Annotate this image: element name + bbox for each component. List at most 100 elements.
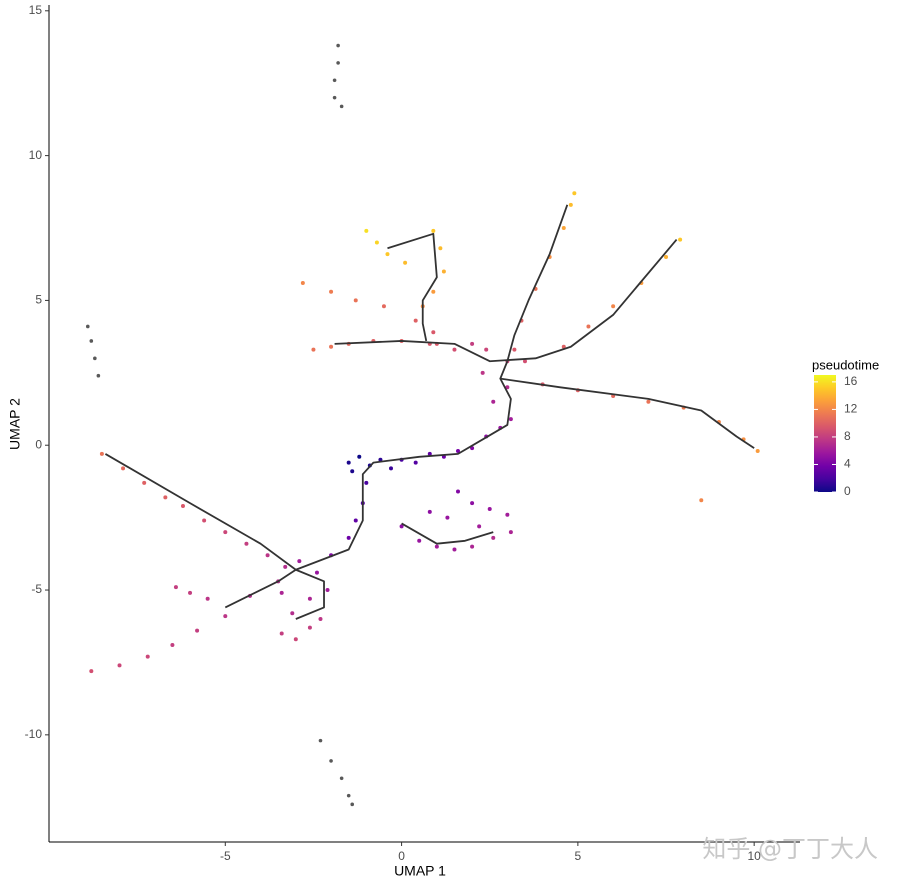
point: [180, 504, 185, 509]
colorbar: [814, 375, 836, 492]
point: [357, 454, 362, 459]
na-point: [93, 356, 97, 361]
trajectory-line: [500, 377, 755, 449]
trajectory-line: [224, 569, 297, 609]
colorbar-tick-label: 12: [844, 402, 858, 416]
x-tick-label: 5: [575, 849, 582, 863]
x-axis-title: UMAP 1: [394, 863, 446, 879]
point: [484, 347, 489, 352]
point: [325, 588, 330, 593]
point: [117, 663, 122, 668]
point: [755, 449, 760, 454]
point: [307, 596, 312, 601]
point: [427, 509, 432, 514]
point: [586, 324, 591, 329]
point: [664, 254, 669, 259]
point: [491, 399, 496, 404]
x-tick-label: -5: [220, 849, 231, 863]
point: [452, 347, 457, 352]
point: [145, 654, 150, 659]
point: [455, 489, 460, 494]
point: [399, 524, 404, 529]
point: [427, 451, 432, 456]
point: [223, 530, 228, 535]
y-tick-label: 0: [35, 437, 42, 451]
point: [89, 669, 94, 674]
point: [290, 611, 295, 616]
point: [297, 559, 302, 564]
na-point: [346, 793, 351, 798]
point: [188, 590, 193, 595]
point: [195, 628, 200, 633]
y-tick-label: 15: [29, 3, 43, 17]
point: [121, 466, 126, 471]
point: [311, 347, 316, 352]
point: [431, 330, 436, 335]
point: [572, 191, 577, 196]
point: [223, 614, 228, 619]
na-point: [339, 104, 344, 109]
y-tick-label: 10: [29, 148, 43, 162]
point: [329, 344, 334, 349]
point: [389, 466, 394, 471]
point: [99, 451, 104, 456]
point: [561, 344, 566, 349]
na-point: [332, 95, 337, 100]
point: [611, 304, 616, 309]
y-axis-title: UMAP 2: [7, 398, 23, 450]
point: [318, 616, 323, 621]
na-point: [96, 373, 101, 378]
na-point: [318, 738, 323, 743]
point: [477, 524, 482, 529]
point: [353, 298, 358, 303]
na-point: [329, 759, 333, 763]
point: [431, 289, 436, 294]
point: [202, 518, 207, 523]
point: [353, 518, 358, 523]
point: [452, 547, 457, 552]
watermark: 知乎 @丁丁大人: [702, 835, 878, 863]
x-tick-label: 0: [398, 849, 405, 863]
x-tick-label: 10: [747, 849, 761, 863]
point: [265, 553, 270, 558]
point: [470, 544, 475, 549]
point: [385, 252, 390, 257]
point: [170, 643, 175, 648]
point: [381, 304, 386, 309]
point: [346, 535, 351, 540]
trajectory-line: [334, 239, 678, 363]
point: [314, 570, 319, 575]
trajectory-line: [506, 204, 569, 362]
y-tick-label: 5: [35, 293, 42, 307]
point: [293, 637, 298, 642]
na-point: [89, 339, 94, 343]
point: [364, 228, 369, 233]
na-point: [336, 43, 340, 48]
trajectory-line: [401, 522, 494, 545]
na-point: [332, 78, 337, 83]
point: [568, 202, 573, 207]
point: [438, 246, 443, 251]
point: [346, 460, 351, 465]
y-tick-label: -10: [25, 727, 43, 741]
trajectory-line: [295, 568, 325, 620]
point: [329, 289, 334, 294]
point: [470, 501, 475, 506]
colorbar-tick-label: 4: [844, 457, 851, 471]
point: [403, 260, 408, 265]
trajectory-line: [104, 453, 297, 571]
colorbar-tick-label: 8: [844, 429, 851, 443]
point: [505, 512, 510, 517]
point: [364, 480, 369, 485]
point: [487, 506, 492, 511]
point: [512, 347, 517, 352]
point: [561, 226, 566, 231]
point: [205, 596, 210, 601]
point: [413, 318, 418, 323]
point: [244, 541, 249, 546]
point: [307, 625, 312, 630]
point: [445, 515, 450, 520]
point: [350, 469, 355, 474]
